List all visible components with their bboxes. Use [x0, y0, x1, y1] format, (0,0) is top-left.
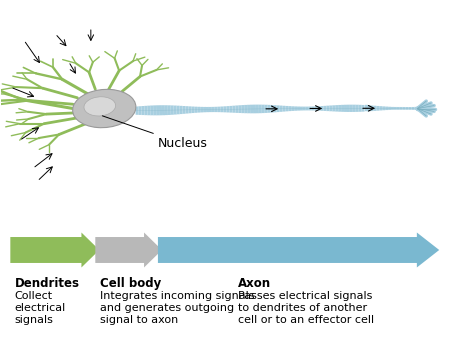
Text: Nucleus: Nucleus [103, 116, 208, 150]
FancyArrow shape [158, 233, 439, 267]
Text: Dendrites: Dendrites [15, 277, 80, 290]
Text: Integrates incoming signals
and generates outgoing
signal to axon: Integrates incoming signals and generate… [100, 291, 254, 325]
Text: Cell body: Cell body [100, 277, 161, 290]
Text: Axon: Axon [238, 277, 271, 290]
Ellipse shape [72, 89, 136, 128]
FancyArrow shape [10, 233, 99, 267]
Text: Collect
electrical
signals: Collect electrical signals [15, 291, 66, 325]
Text: Passes electrical signals
to dendrites of another
cell or to an effector cell: Passes electrical signals to dendrites o… [238, 291, 374, 325]
Ellipse shape [84, 97, 116, 116]
FancyArrow shape [95, 233, 162, 267]
